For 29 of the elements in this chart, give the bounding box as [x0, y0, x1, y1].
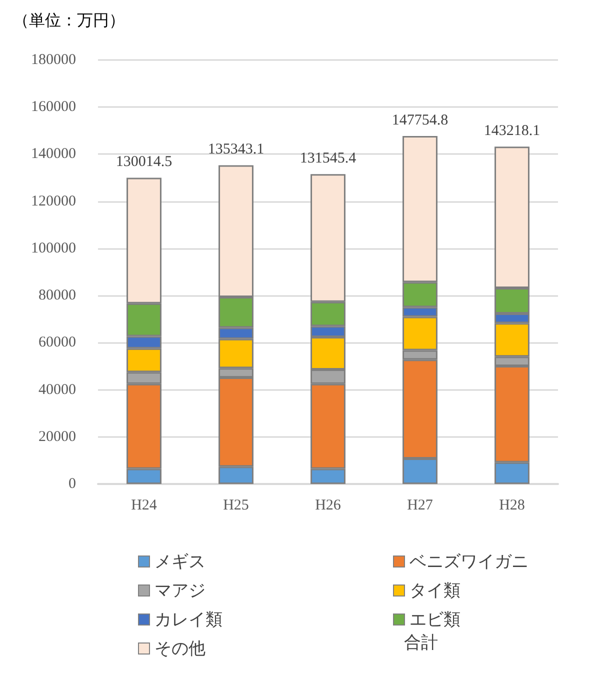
total-label: 130014.5 — [116, 154, 172, 170]
total-label: 147754.8 — [392, 112, 448, 128]
y-tick-label: 100000 — [31, 240, 76, 256]
y-tick-label: 120000 — [31, 193, 76, 210]
legend-label: カレイ類 — [154, 610, 222, 629]
y-tick-label: 80000 — [38, 288, 76, 304]
y-tick-label: 160000 — [31, 99, 76, 116]
y-tick-label: 40000 — [38, 382, 76, 398]
legend-label: マアジ — [154, 581, 206, 600]
text: 合計 — [404, 633, 438, 652]
x-tick-label: H27 — [407, 498, 434, 514]
y-tick-label: 140000 — [31, 146, 76, 162]
x-tick-label: H25 — [223, 498, 249, 514]
y-tick-label: 20000 — [38, 428, 76, 445]
total-label: 143218.1 — [484, 123, 540, 140]
y-tick-label: 180000 — [31, 52, 76, 68]
chart-title: （単位：万円） — [13, 12, 125, 30]
legend-label: メギス — [154, 552, 206, 571]
legend-label: タイ類 — [410, 581, 460, 600]
legend-label: エビ類 — [410, 610, 460, 629]
y-tick-label: 0 — [68, 476, 76, 492]
legend-label: その他 — [154, 639, 206, 658]
total-label: 135343.1 — [208, 142, 264, 158]
x-tick-label: H24 — [131, 498, 158, 514]
total-label: 131545.4 — [300, 150, 357, 167]
y-tick-label: 60000 — [38, 334, 76, 351]
legend-label: ベニズワイガニ — [410, 552, 528, 571]
x-tick-label: H26 — [315, 498, 342, 514]
x-tick-label: H28 — [499, 498, 525, 514]
